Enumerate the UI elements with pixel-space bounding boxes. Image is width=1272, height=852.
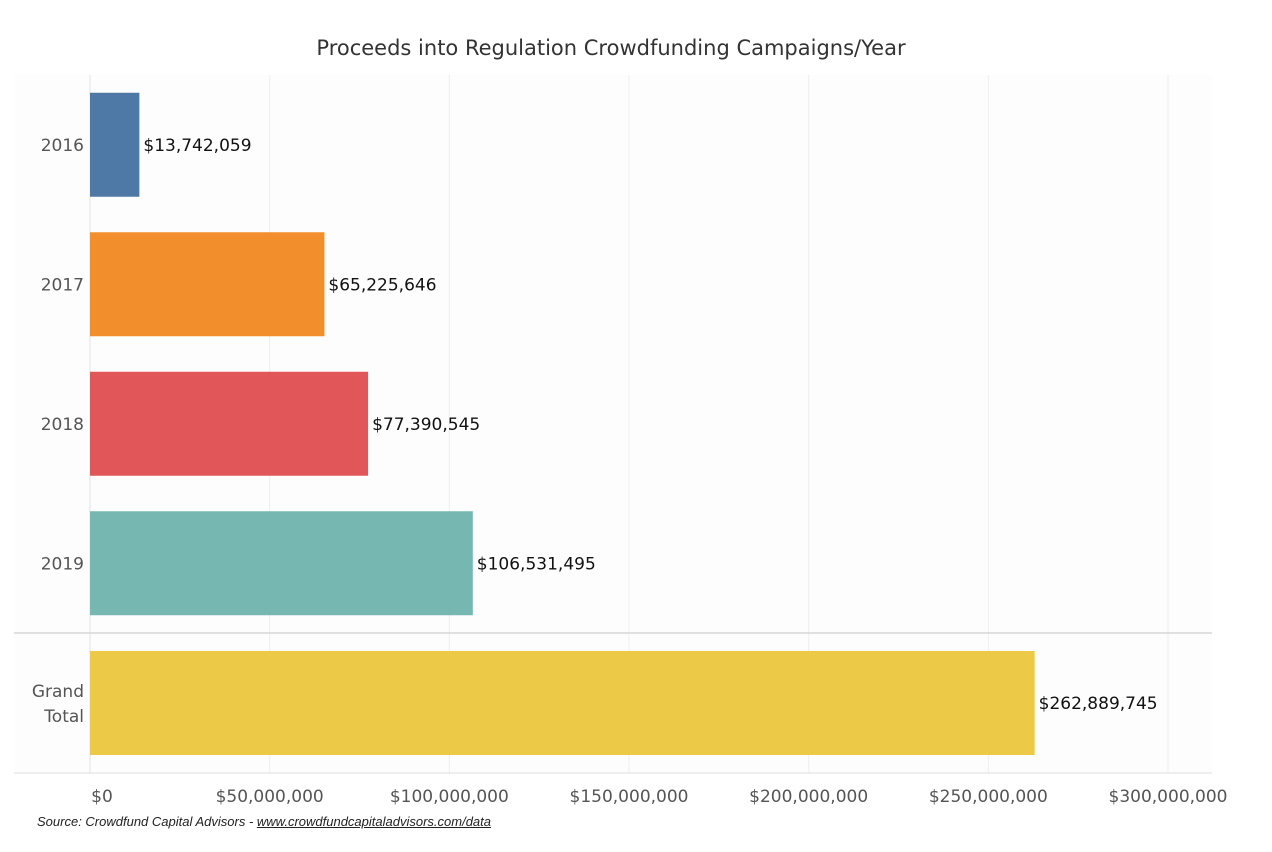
x-tick-label: $100,000,000: [390, 787, 509, 807]
x-tick-label: $0: [91, 787, 113, 807]
source-prefix: Source: Crowdfund Capital Advisors -: [37, 814, 257, 829]
bar: [90, 651, 1035, 755]
bar: [90, 371, 369, 476]
source-link[interactable]: www.crowdfundcapitaladvisors.com/data: [256, 814, 491, 829]
category-label: 2017: [41, 275, 84, 295]
category-label: 2018: [41, 415, 84, 435]
x-tick-label: $50,000,000: [216, 787, 324, 807]
x-tick-label: $300,000,000: [1109, 787, 1228, 807]
data-label: $65,225,646: [328, 275, 436, 295]
labels: $0 $50,000,000 $100,000,000 $150,000,000 $20…: [32, 136, 1228, 807]
x-tick-label: $150,000,000: [570, 787, 689, 807]
x-tick-label: $200,000,000: [749, 787, 868, 807]
bar: [90, 92, 140, 197]
data-label: $77,390,545: [372, 415, 480, 435]
category-label-grand-total: Grand: [32, 682, 84, 702]
chart-title: Proceeds into Regulation Crowdfunding Ca…: [316, 36, 906, 60]
category-label: 2019: [41, 554, 84, 574]
category-label: 2016: [41, 136, 84, 156]
data-label: $262,889,745: [1039, 694, 1158, 714]
bars: [90, 92, 1035, 755]
data-label: $106,531,495: [477, 554, 596, 574]
source-note: Source: Crowdfund Capital Advisors - www…: [37, 814, 491, 829]
category-label-grand-total: Total: [43, 707, 84, 727]
x-tick-label: $250,000,000: [929, 787, 1048, 807]
bar: [90, 232, 325, 337]
data-label: $13,742,059: [143, 136, 251, 156]
bar: [90, 511, 473, 616]
